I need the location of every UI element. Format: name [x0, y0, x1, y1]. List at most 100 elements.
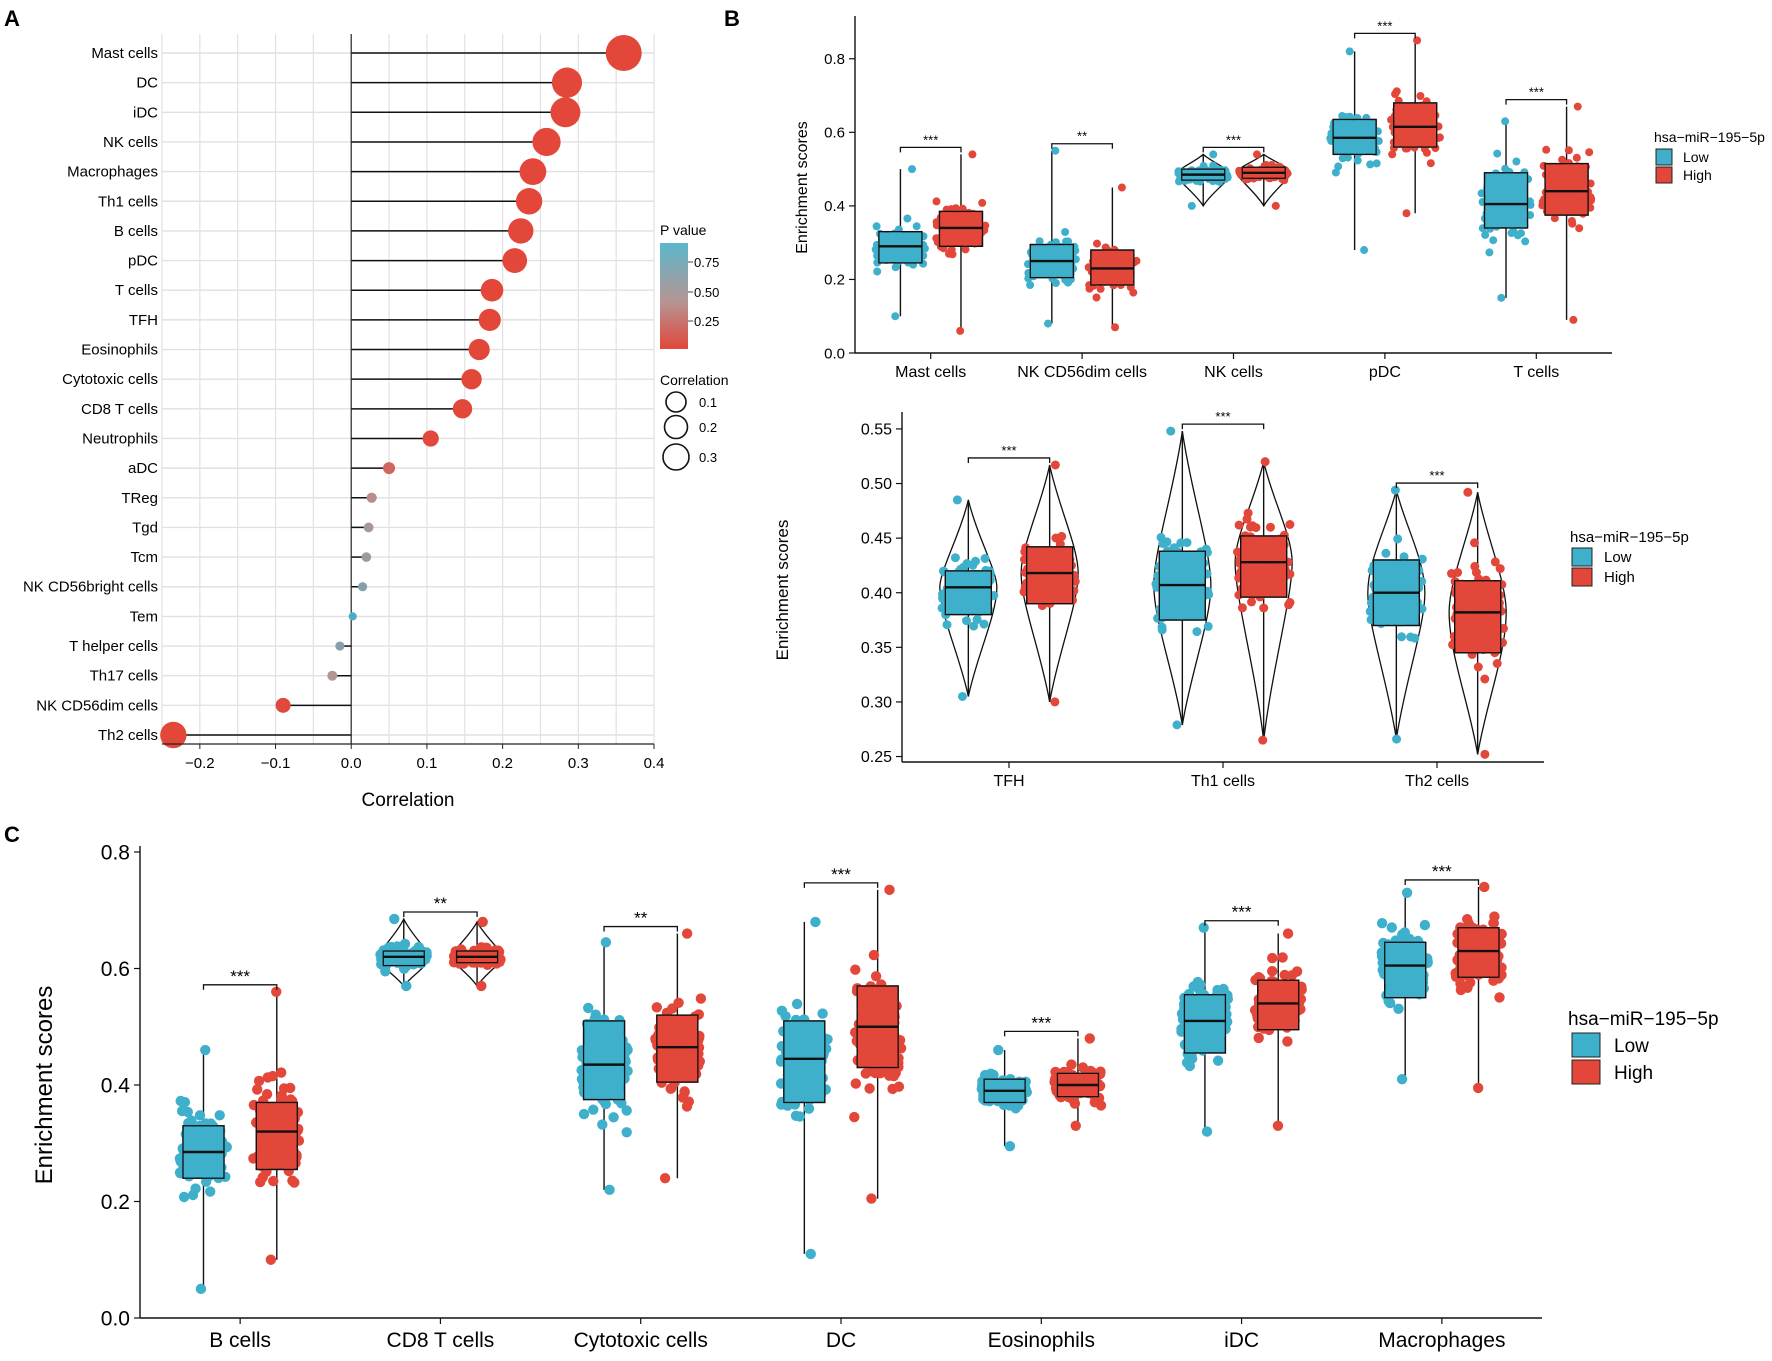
panel-letter-a: A — [4, 6, 20, 31]
point-low-th2-cells — [1403, 607, 1413, 617]
significance-label-tfh: *** — [1001, 443, 1016, 458]
size-legend-circle-03 — [662, 443, 690, 471]
point-high-t-cells — [1575, 224, 1584, 233]
box-outline-high-th1-cells — [1240, 535, 1288, 598]
panel-a-y-label-nk-cells: NK cells — [103, 134, 158, 151]
point-low-mast-cells — [903, 214, 912, 223]
point-high-idc — [1286, 1018, 1298, 1030]
size-legend-label-02: 0.2 — [699, 420, 717, 435]
point-low-th1-cells — [1166, 426, 1176, 436]
point-low-th1-cells — [1195, 592, 1204, 602]
point-high-t-cells — [1574, 191, 1583, 200]
significance-bracket-tfh — [967, 457, 1051, 463]
point-low-th1-cells — [1182, 538, 1192, 548]
point-high-pdc — [1400, 108, 1409, 117]
panel-c-legend: hsa−miR−195−5p Low High — [1568, 1009, 1719, 1085]
lollipop-dot-t-helper-cells — [335, 641, 345, 651]
point-high-dc — [860, 1009, 871, 1020]
point-high-th1-cells — [1259, 550, 1269, 560]
point-low-nk-cd56dim-cells — [1034, 246, 1043, 255]
significance-label-cytotoxic-cells: ** — [634, 909, 648, 928]
point-low-tfh — [937, 603, 947, 613]
point-high-tfh — [1053, 576, 1063, 586]
point-high-dc — [885, 989, 896, 1000]
point-low-pdc — [1335, 143, 1344, 152]
point-low-macrophages — [1383, 968, 1394, 979]
point-high-nk-cd56dim-cells — [1093, 239, 1101, 248]
box-outline-high-t-cells — [1544, 162, 1589, 216]
point-high-eosinophils — [1070, 1120, 1081, 1131]
significance-bracket-cytotoxic-cells — [603, 925, 679, 932]
point-high-cd8-t-cells — [477, 916, 488, 928]
lollipop-dot-th1-cells — [515, 188, 543, 215]
point-low-pdc — [1372, 159, 1381, 168]
point-high-eosinophils — [1077, 1062, 1089, 1073]
legend-title: hsa−miR−195−5p — [1570, 529, 1689, 546]
point-high-cytotoxic-cells — [665, 1063, 676, 1074]
point-low-th2-cells — [1396, 617, 1406, 627]
point-low-b-cells — [205, 1186, 216, 1197]
panel-a-y-label-nk-cd56bright-cells: NK CD56bright cells — [23, 579, 158, 596]
significance-bracket-th2-cells — [1395, 482, 1479, 489]
significance-label-nk-cd56dim-cells: ** — [1077, 129, 1087, 144]
lollipop-dot-tfh — [478, 308, 501, 331]
x-tick-label-cytotoxic-cells: Cytotoxic cells — [574, 1329, 708, 1352]
panel-a-pvalue-legend: P value 0.75 0.50 0.25 — [660, 222, 719, 349]
point-high-macrophages — [1490, 953, 1501, 964]
point-high-th1-cells — [1285, 520, 1295, 529]
point-high-th1-cells — [1258, 735, 1268, 745]
point-high-eosinophils — [1093, 1092, 1105, 1104]
point-high-idc — [1296, 984, 1307, 995]
point-high-th1-cells — [1233, 547, 1242, 557]
point-low-th2-cells — [1397, 632, 1406, 642]
point-high-dc — [885, 1038, 897, 1050]
x-tick-label-pdc: pDC — [1369, 364, 1401, 381]
point-high-idc — [1277, 952, 1288, 963]
point-low-th1-cells — [1192, 627, 1202, 637]
point-low-mast-cells — [896, 250, 904, 258]
point-low-idc — [1211, 991, 1222, 1002]
point-low-mast-cells — [876, 250, 885, 259]
point-high-th2-cells — [1488, 630, 1498, 640]
panel-a-size-legend: Correlation 0.1 0.2 0.3 — [660, 372, 728, 471]
point-high-mast-cells — [940, 222, 948, 231]
point-high-macrophages — [1455, 984, 1467, 996]
point-high-th2-cells — [1495, 564, 1505, 574]
point-low-t-cells — [1504, 170, 1513, 179]
point-high-cytotoxic-cells — [652, 1054, 664, 1065]
point-low-macrophages — [1401, 887, 1413, 898]
legend-high-key — [1655, 166, 1673, 184]
point-high-cytotoxic-cells — [681, 1065, 692, 1077]
point-high-eosinophils — [1057, 1089, 1068, 1100]
point-high-idc — [1260, 1010, 1272, 1021]
panel-a-y-label-mast-cells: Mast cells — [91, 45, 158, 62]
point-high-pdc — [1422, 148, 1431, 157]
point-low-th2-cells — [1391, 564, 1401, 574]
pvalue-color-bar — [660, 243, 688, 349]
point-low-th2-cells — [1404, 596, 1414, 606]
significance-label-pdc: *** — [1377, 18, 1392, 33]
point-low-t-cells — [1493, 149, 1502, 158]
point-high-th2-cells — [1487, 638, 1496, 648]
legend-low-key — [1571, 547, 1593, 567]
legend-low-label: Low — [1614, 1036, 1649, 1057]
lollipop-dot-nk-cells — [532, 127, 561, 157]
point-high-t-cells — [1542, 207, 1551, 216]
lollipop-dot-pdc — [502, 248, 528, 273]
point-low-idc — [1201, 1126, 1213, 1137]
point-low-dc — [815, 1040, 826, 1052]
point-low-mast-cells — [872, 222, 881, 231]
point-high-t-cells — [1578, 209, 1587, 218]
point-high-cytotoxic-cells — [687, 1037, 698, 1048]
point-low-pdc — [1362, 113, 1371, 122]
point-low-th1-cells — [1157, 625, 1167, 635]
point-high-th2-cells — [1494, 598, 1504, 608]
point-high-b-cells — [268, 1175, 279, 1187]
panel-a-y-label-t-helper-cells: T helper cells — [69, 638, 158, 655]
point-high-nk-cd56dim-cells — [1129, 288, 1138, 297]
point-high-cd8-t-cells — [474, 947, 485, 958]
panel-a-y-label-macrophages: Macrophages — [67, 164, 158, 181]
legend-title: hsa−miR−195−5p — [1654, 129, 1765, 145]
point-low-dc — [817, 1008, 828, 1019]
point-high-idc — [1275, 979, 1286, 990]
